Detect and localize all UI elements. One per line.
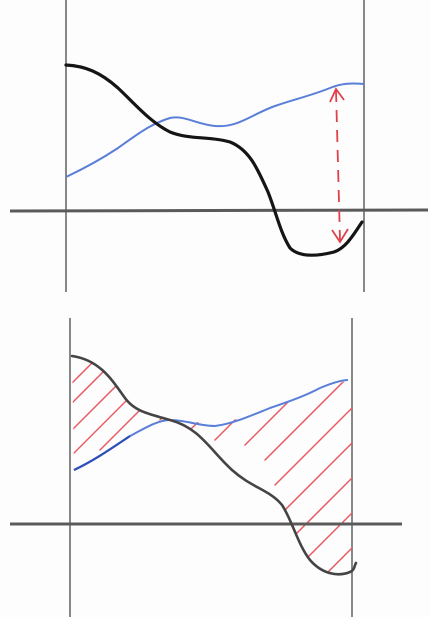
red-double-arrow <box>329 87 349 244</box>
bottom-blue-curve <box>73 379 349 471</box>
top-black-curve <box>64 63 364 257</box>
top-panel <box>9 0 429 292</box>
top-horizontal-axis <box>9 208 429 213</box>
bottom-grey-curve <box>70 354 358 576</box>
red-arrowhead-top <box>329 87 345 103</box>
bottom-panel <box>10 318 402 617</box>
top-blue-curve <box>65 82 365 178</box>
red-arrowhead-bottom <box>331 228 349 244</box>
bottom-blue-curve-dark-start <box>73 435 131 471</box>
red-dashed-line <box>335 89 341 241</box>
